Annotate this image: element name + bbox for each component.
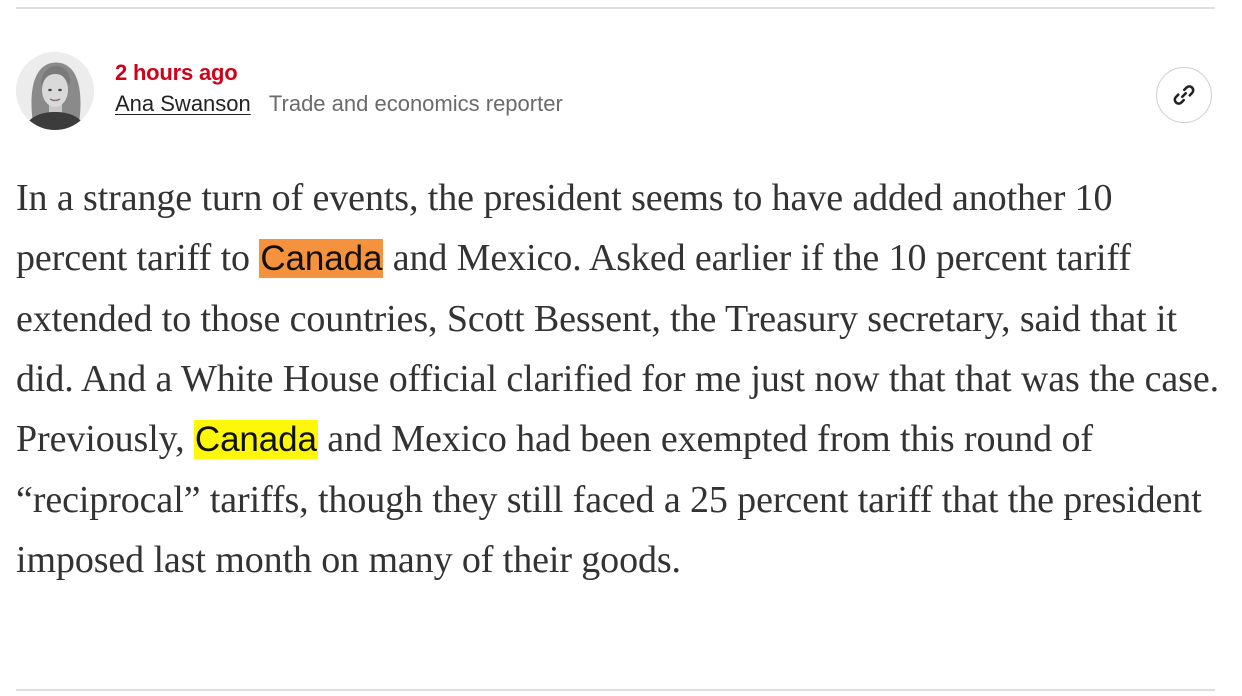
- post-header: 2 hours ago Ana Swanson Trade and econom…: [16, 52, 1216, 132]
- post-timestamp: 2 hours ago: [115, 60, 238, 85]
- top-divider: [16, 7, 1215, 9]
- byline: Ana Swanson Trade and economics reporter: [115, 91, 563, 117]
- highlighted-term-canada: Canada: [259, 239, 384, 278]
- author-name-link[interactable]: Ana Swanson: [115, 91, 251, 116]
- author-avatar[interactable]: [16, 52, 94, 130]
- body-text-segment: In a strange turn of events, the preside…: [16, 177, 1113, 279]
- author-role: Trade and economics reporter: [268, 91, 563, 116]
- body-text-segment: and Mexico had been exempted from this r…: [16, 418, 1202, 581]
- body-text-segment: and Mexico. Asked earlier if the 10 perc…: [16, 237, 1219, 460]
- link-icon: [1173, 85, 1195, 105]
- post-meta: 2 hours ago Ana Swanson Trade and econom…: [115, 60, 563, 117]
- post-body-text: In a strange turn of events, the preside…: [16, 168, 1221, 590]
- avatar-portrait-icon: [16, 52, 94, 130]
- highlighted-term-canada: Canada: [193, 420, 318, 459]
- copy-link-button[interactable]: [1156, 67, 1212, 123]
- bottom-divider: [16, 689, 1215, 691]
